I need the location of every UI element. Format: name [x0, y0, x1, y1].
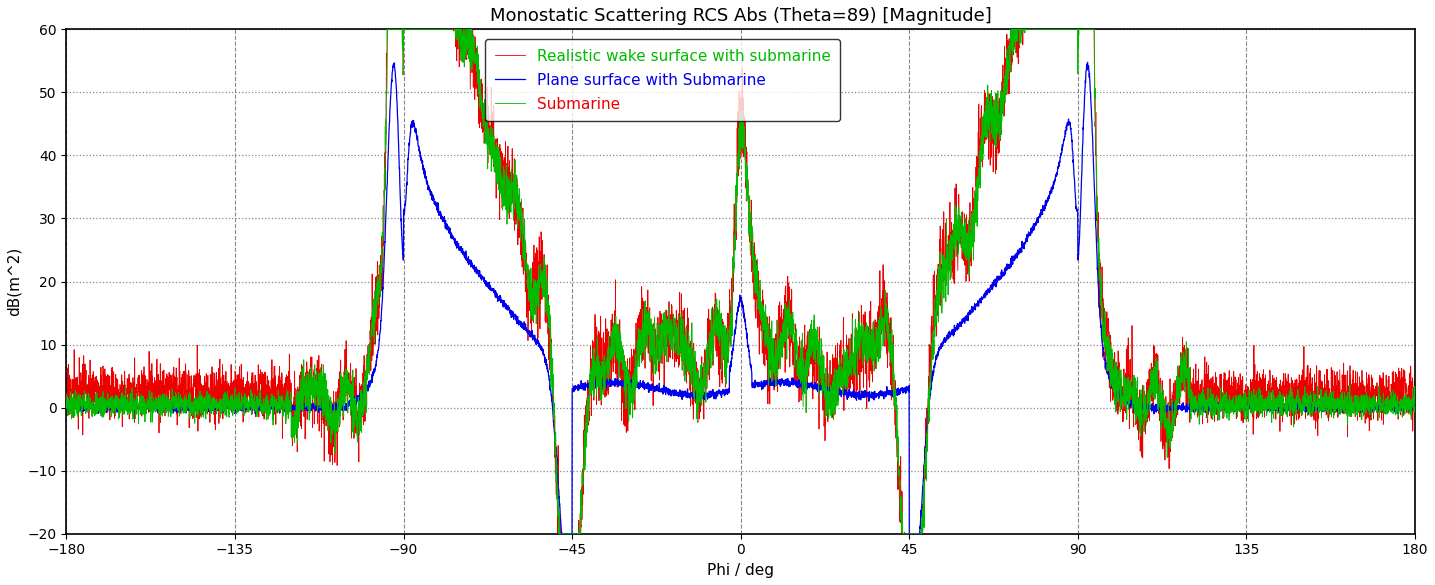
Realistic wake surface with submarine: [1350, 396, 1368, 403]
Realistic wake surface with submarine: [1082, 26, 1099, 33]
Submarine: [1043, 26, 1060, 33]
Plane surface with Submarine: [1333, 404, 1350, 411]
Submarine: [696, 382, 713, 389]
Line: Realistic wake surface with submarine: Realistic wake surface with submarine: [66, 29, 1415, 534]
Legend: Realistic wake surface with submarine, Plane surface with Submarine, Submarine: Realistic wake surface with submarine, P…: [485, 39, 841, 121]
Submarine: [1406, 397, 1424, 404]
Plane surface with Submarine: [1406, 403, 1424, 410]
Plane surface with Submarine: [1350, 407, 1368, 414]
Realistic wake surface with submarine: [57, 385, 75, 392]
Plane surface with Submarine: [57, 404, 75, 411]
Realistic wake surface with submarine: [696, 362, 713, 369]
Submarine: [1333, 409, 1350, 416]
Title: Monostatic Scattering RCS Abs (Theta=89) [Magnitude]: Monostatic Scattering RCS Abs (Theta=89)…: [489, 7, 992, 25]
Plane surface with Submarine: [552, 530, 570, 537]
X-axis label: Phi / deg: Phi / deg: [707, 563, 773, 578]
Line: Submarine: Submarine: [66, 29, 1415, 534]
Submarine: [550, 530, 567, 537]
Realistic wake surface with submarine: [1406, 393, 1424, 400]
Submarine: [517, 243, 534, 250]
Plane surface with Submarine: [1043, 184, 1060, 191]
Plane surface with Submarine: [1082, 90, 1099, 97]
Submarine: [1350, 409, 1368, 416]
Y-axis label: dB(m^2): dB(m^2): [7, 247, 22, 316]
Line: Plane surface with Submarine: Plane surface with Submarine: [66, 62, 1415, 534]
Submarine: [1082, 26, 1099, 33]
Realistic wake surface with submarine: [517, 236, 534, 243]
Realistic wake surface with submarine: [550, 530, 567, 537]
Realistic wake surface with submarine: [379, 26, 396, 33]
Submarine: [379, 26, 396, 33]
Realistic wake surface with submarine: [1043, 26, 1060, 33]
Plane surface with Submarine: [1079, 58, 1096, 66]
Plane surface with Submarine: [696, 391, 713, 398]
Plane surface with Submarine: [517, 324, 534, 331]
Submarine: [57, 390, 75, 397]
Realistic wake surface with submarine: [1333, 387, 1350, 394]
